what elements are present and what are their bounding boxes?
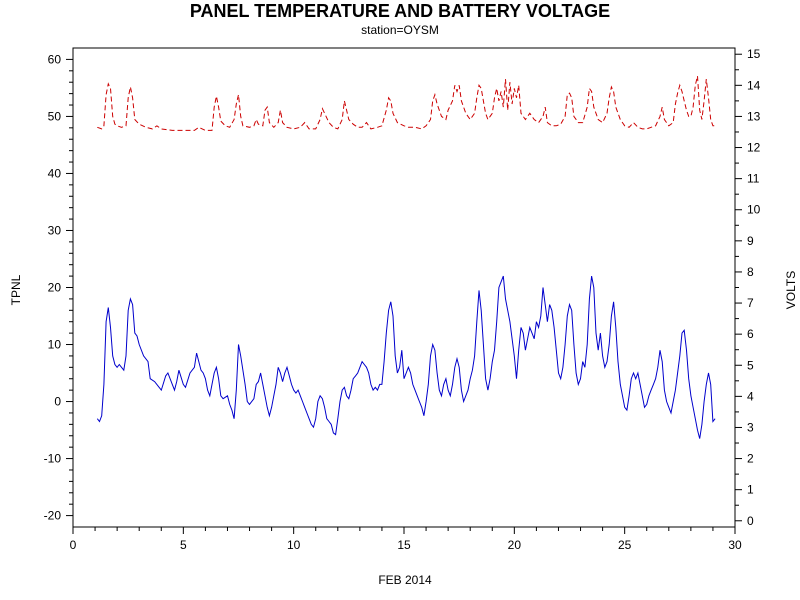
y-right-tick-label: 14 (747, 78, 761, 92)
y-axis-label-left: TPNL (9, 274, 23, 305)
x-tick-label: 30 (728, 538, 742, 552)
y-right-tick-label: 6 (747, 327, 754, 341)
y-axis-label-right: VOLTS (784, 271, 798, 309)
y-left-tick-label: 20 (48, 281, 62, 295)
chart-title: PANEL TEMPERATURE AND BATTERY VOLTAGE (190, 1, 610, 21)
y-right-tick-label: 0 (747, 514, 754, 528)
y-right-tick-label: 7 (747, 296, 754, 310)
axis-ticks: 0 5 10 15 20 25 30-20-100102030405060012345678… (44, 47, 761, 552)
y-left-tick-label: 50 (48, 109, 62, 123)
y-left-tick-label: 10 (48, 338, 62, 352)
y-right-tick-label: 5 (747, 358, 754, 372)
x-axis-label: FEB 2014 (378, 573, 432, 587)
x-tick-label: 15 (397, 538, 411, 552)
y-right-tick-label: 12 (747, 141, 761, 155)
y-left-tick-label: 60 (48, 52, 62, 66)
x-tick-label: 20 (508, 538, 522, 552)
x-tick-label: 0 (70, 538, 77, 552)
chart-subtitle: station=OYSM (361, 23, 439, 37)
y-right-tick-label: 2 (747, 452, 754, 466)
plot-frame (72, 47, 736, 528)
y-right-tick-label: 8 (747, 265, 754, 279)
y-left-tick-label: -20 (44, 509, 62, 523)
y-left-tick-label: -10 (44, 452, 62, 466)
x-tick-label: 10 (287, 538, 301, 552)
x-tick-label: 25 (618, 538, 632, 552)
y-right-tick-label: 1 (747, 483, 754, 497)
plot-border (72, 47, 736, 528)
x-tick-label: 5 (180, 538, 187, 552)
y-right-tick-label: 10 (747, 203, 761, 217)
series-line-tpnl (96, 275, 716, 439)
y-right-tick-label: 13 (747, 109, 761, 123)
y-left-tick-label: 40 (48, 166, 62, 180)
y-right-tick-label: 15 (747, 47, 761, 61)
y-right-tick-label: 9 (747, 234, 754, 248)
y-right-tick-label: 3 (747, 420, 754, 434)
series-lines (96, 75, 716, 439)
y-left-tick-label: 0 (54, 395, 61, 409)
y-right-tick-label: 11 (747, 172, 760, 186)
y-right-tick-label: 4 (747, 389, 754, 403)
y-left-tick-label: 30 (48, 223, 62, 237)
series-line-volts (97, 75, 716, 131)
